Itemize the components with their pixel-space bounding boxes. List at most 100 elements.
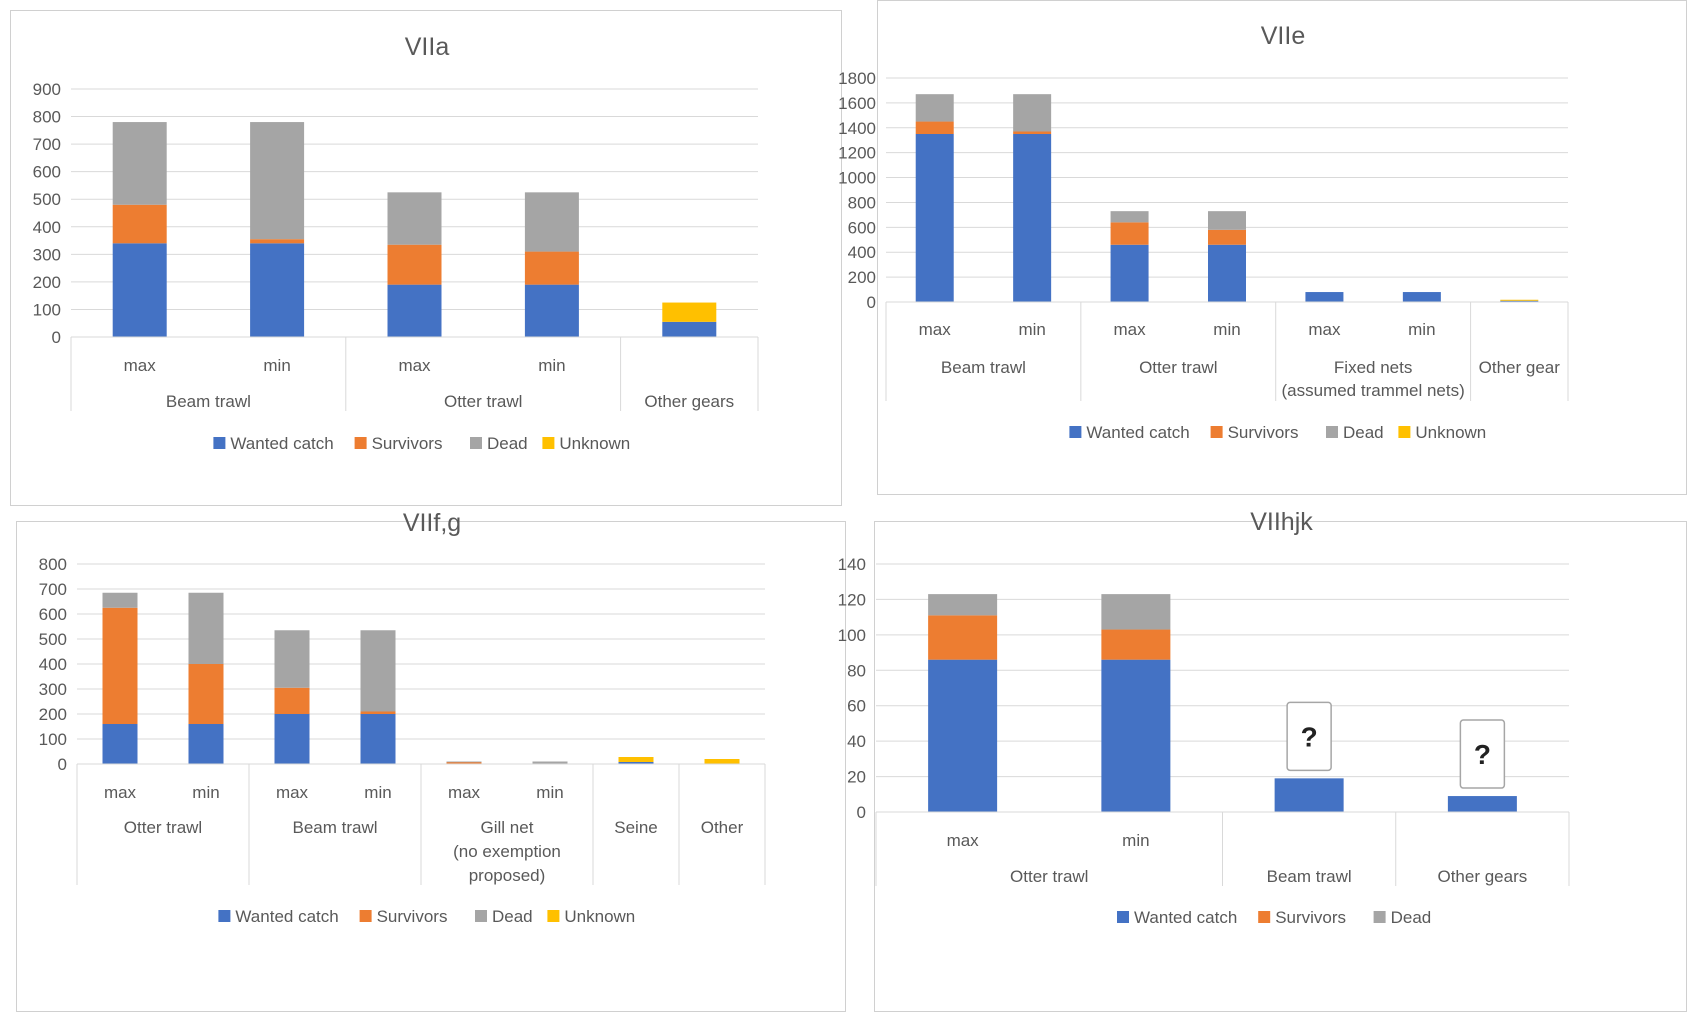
y-tick-label: 200 [39, 705, 67, 724]
y-tick-label: 800 [848, 193, 876, 212]
bar-unknown [618, 757, 654, 762]
bar-dead [915, 94, 954, 122]
x-group-label: Other [701, 818, 744, 837]
chart-title: VIIf,g [403, 509, 461, 537]
x-category-label: min [1213, 320, 1240, 339]
x-group-label: Beam trawl [941, 358, 1026, 377]
x-group-label: Fixed nets [1334, 358, 1412, 377]
bar-wanted [112, 243, 167, 337]
y-tick-label: 200 [848, 268, 876, 287]
bar-dead [524, 192, 579, 252]
legend-swatch-unknown [547, 910, 560, 922]
bar-dead [1101, 594, 1171, 630]
x-group-label: Seine [614, 818, 657, 837]
legend: Wanted catch Survivors Dead Unknown [213, 434, 630, 453]
chart-viifg: VIIf,g 0 100 200 300 400 500 600 700 800 max min max… [39, 509, 766, 926]
legend-label-unknown: Unknown [564, 907, 635, 926]
x-group-label: Otter trawl [444, 392, 522, 411]
x-category-label: max [448, 783, 481, 802]
legend-label-wanted: Wanted catch [1086, 423, 1189, 442]
chart-panel-viie: VIIe 0 200 400 600 800 1000 1200 1400 1600 1800 max… [838, 0, 1687, 495]
legend-label-wanted: Wanted catch [230, 434, 333, 453]
x-category-label: min [1408, 320, 1435, 339]
x-category-label: max [104, 783, 137, 802]
y-tick-label: 600 [848, 218, 876, 237]
legend-label-dead: Dead [492, 907, 533, 926]
legend-swatch-dead [1326, 426, 1338, 438]
legend-label-dead: Dead [487, 434, 528, 453]
y-tick-label: 600 [33, 163, 61, 182]
x-category-label: max [1114, 320, 1147, 339]
bar-wanted [928, 659, 998, 812]
bar-survivors [446, 762, 482, 764]
x-category-label: max [919, 320, 952, 339]
legend-swatch-wanted [218, 910, 231, 922]
bar-survivors [1101, 629, 1171, 660]
y-tick-label: 600 [39, 605, 67, 624]
bar-wanted [915, 134, 954, 302]
bar-wanted [188, 724, 224, 764]
legend-label-survivors: Survivors [377, 907, 448, 926]
y-tick-label: 100 [838, 626, 866, 645]
bar-survivors [274, 687, 310, 714]
x-category-label: min [1018, 320, 1045, 339]
y-tick-label: 400 [33, 218, 61, 237]
y-tick-label: 100 [33, 300, 61, 319]
annotation-box: ? [1459, 719, 1506, 789]
bar-dead [360, 630, 396, 712]
x-group-label: Beam trawl [1267, 867, 1352, 886]
bar-wanted [1500, 300, 1539, 302]
bar-dead [532, 761, 568, 764]
bar-dead [1110, 211, 1149, 223]
bar-unknown [662, 302, 717, 322]
x-group-label: (no exemption [453, 842, 561, 861]
bar-dead [112, 122, 167, 205]
y-tick-label: 0 [857, 803, 866, 822]
y-tick-label: 1400 [838, 119, 876, 138]
bar-survivors [1013, 131, 1052, 134]
bar-wanted [1208, 244, 1246, 302]
legend: Wanted catch Survivors Dead [1117, 908, 1431, 927]
bar-wanted [102, 724, 138, 764]
y-tick-label: 40 [847, 732, 866, 751]
legend-label-survivors: Survivors [1275, 908, 1346, 927]
chart-viia: VIIa 0 100 200 300 400 500 600 700 800 900 max min ma… [33, 33, 759, 453]
x-category-label: min [192, 783, 219, 802]
bar-wanted [360, 714, 396, 764]
legend-swatch-survivors [1258, 911, 1271, 923]
bar-wanted [1402, 292, 1441, 302]
bar-dead [250, 122, 305, 240]
bar-survivors [928, 615, 998, 660]
y-tick-label: 700 [33, 135, 61, 154]
bar-survivors [387, 244, 442, 285]
chart-panel-viihjk: VIIhjk 0 20 40 60 80 100 120 140?? max min Otter tr… [838, 508, 1687, 1012]
bar-unknown [1500, 299, 1539, 301]
bar-survivors [524, 251, 579, 285]
bar-wanted [1110, 244, 1149, 302]
y-tick-label: 200 [33, 273, 61, 292]
y-tick-label: 800 [39, 555, 67, 574]
annotation-frame [1286, 701, 1332, 772]
bar-survivors [1208, 229, 1246, 245]
y-tick-label: 80 [847, 661, 866, 680]
legend-swatch-survivors [354, 437, 367, 449]
bar-dead [188, 592, 224, 664]
x-group-label: Otter trawl [124, 818, 202, 837]
y-tick-label: 0 [867, 293, 876, 312]
bar-survivors [360, 711, 396, 714]
y-tick-label: 1000 [838, 169, 876, 188]
annotation-frame [1459, 719, 1506, 789]
bar-survivors [250, 239, 305, 244]
y-tick-label: 400 [848, 243, 876, 262]
y-tick-label: 500 [33, 190, 61, 209]
y-tick-label: 140 [838, 555, 866, 574]
chart-title: VIIe [1261, 22, 1305, 50]
legend-swatch-wanted [1069, 426, 1082, 438]
bar-dead [928, 594, 998, 616]
y-tick-label: 0 [52, 328, 61, 347]
legend-label-dead: Dead [1343, 423, 1384, 442]
x-group-label: (assumed trammel nets) [1282, 381, 1465, 400]
x-group-label: Otter trawl [1010, 867, 1088, 886]
chart-title: VIIa [405, 33, 450, 61]
x-group-label: proposed) [469, 866, 546, 885]
